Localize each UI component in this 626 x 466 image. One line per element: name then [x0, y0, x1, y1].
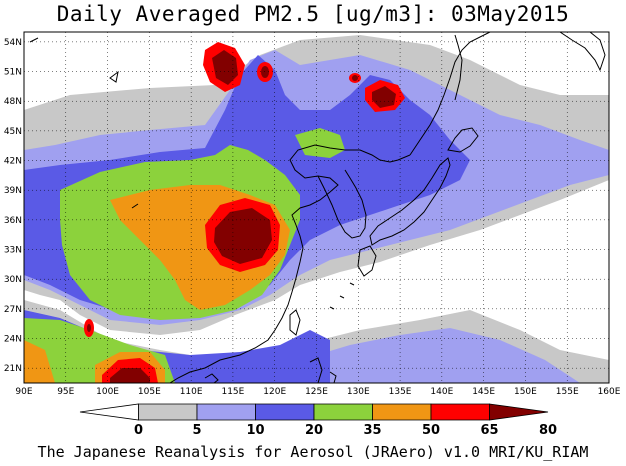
lat-tick-label: 42N	[4, 157, 22, 167]
colorbar: 0 5 10 20 35 50 65 80	[79, 403, 557, 438]
coastline-korea	[317, 169, 367, 239]
lon-tick-label: 160E	[598, 387, 621, 397]
map-frame	[23, 31, 610, 384]
lon-tick-label: 110E	[180, 387, 203, 397]
colorbar-level-label: 80	[539, 423, 557, 438]
lat-tick-label: 36N	[4, 216, 22, 226]
coastline-inland-lakes	[29, 37, 139, 209]
pm25-band-80-plus	[214, 208, 272, 264]
coastline-japan-kyushu	[357, 245, 377, 277]
pm25-spot-ne2-core	[352, 75, 358, 81]
credit-line: The Japanese Reanalysis for Aerosol (JRA…	[37, 443, 589, 461]
lat-tick-label: 39N	[4, 186, 22, 196]
coastline-china	[169, 144, 411, 383]
coastline-kamchatka	[559, 32, 606, 72]
colorbar-segment	[489, 403, 549, 421]
lat-tick-label: 51N	[4, 68, 22, 78]
pm25-spot-sw-core	[87, 324, 91, 332]
coastline-japan-hokkaido	[447, 127, 479, 153]
colorbar-segment	[79, 403, 139, 421]
colorbar-level-label: 50	[422, 423, 440, 438]
lon-tick-label: 130E	[347, 387, 370, 397]
pm25-band-35-50-east	[295, 128, 345, 158]
colorbar-segment	[138, 403, 198, 421]
lon-tick-label: 135E	[389, 387, 412, 397]
lon-tick-label: 150E	[514, 387, 537, 397]
colorbar-segment	[313, 403, 373, 421]
lat-tick-label: 33N	[4, 246, 22, 256]
longitude-axis-labels: 90E 95E 100E 105E 110E 115E 120E 125E 130E 135E 14…	[15, 387, 620, 397]
coastline-philippines	[309, 357, 337, 383]
colorbar-level-label: 0	[134, 423, 143, 438]
lon-tick-label: 90E	[15, 387, 32, 397]
pm25-band-80-plus-ne	[372, 86, 396, 108]
lon-tick-label: 120E	[263, 387, 286, 397]
coastline-hainan	[204, 373, 219, 383]
pm25-band-50-65-sw	[24, 340, 55, 383]
lon-tick-label: 125E	[305, 387, 328, 397]
coastline-japan-honshu	[369, 157, 451, 246]
pm25-band-80-plus-s	[110, 368, 150, 383]
lat-tick-label: 48N	[4, 97, 22, 107]
colorbar-segment	[196, 403, 256, 421]
colorbar-level-label: 65	[480, 423, 498, 438]
map-title: Daily Averaged PM2.5 [ug/m3]: 03May2015	[56, 2, 570, 26]
coastline-russia	[409, 32, 491, 156]
lat-tick-label: 30N	[4, 275, 22, 285]
lon-tick-label: 100E	[96, 387, 119, 397]
lat-tick-label: 45N	[4, 127, 22, 137]
lon-tick-label: 145E	[472, 387, 495, 397]
lon-tick-label: 105E	[138, 387, 161, 397]
lon-tick-label: 140E	[430, 387, 453, 397]
colorbar-level-label: 10	[246, 423, 264, 438]
lat-tick-label: 54N	[4, 38, 22, 48]
colorbar-segment	[372, 403, 432, 421]
colorbar-segment	[255, 403, 315, 421]
latitude-axis-labels: 21N 24N 27N 30N 33N 36N 39N 42N 45N 48N 51N 54N	[4, 38, 22, 374]
colorbar-level-label: 5	[192, 423, 201, 438]
pm25-spot-north2-core	[261, 66, 269, 78]
pm25-band-80-plus-north	[212, 50, 238, 85]
lat-tick-label: 27N	[4, 305, 22, 315]
lon-tick-label: 155E	[556, 387, 579, 397]
map-grid	[24, 32, 609, 383]
colorbar-level-label: 35	[363, 423, 381, 438]
lat-tick-label: 21N	[4, 364, 22, 374]
coastline-ryukyu	[329, 282, 355, 310]
colorbar-level-label: 20	[305, 423, 323, 438]
lon-tick-label: 95E	[57, 387, 74, 397]
lon-tick-label: 115E	[221, 387, 244, 397]
lat-tick-label: 24N	[4, 335, 22, 345]
coastline-taiwan	[289, 309, 301, 336]
colorbar-segment	[430, 403, 490, 421]
